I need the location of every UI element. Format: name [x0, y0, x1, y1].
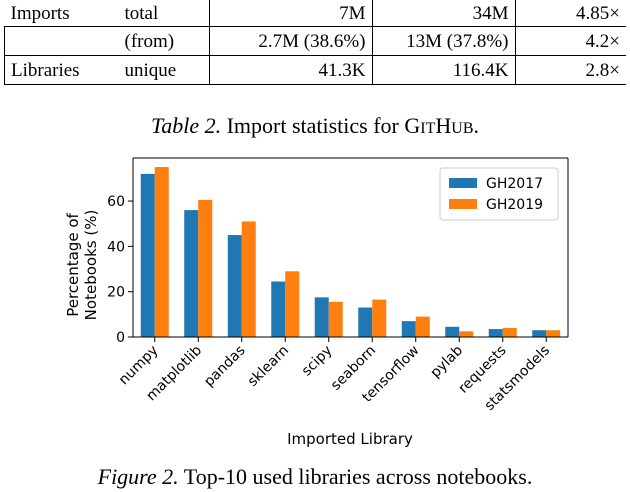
bar-gh2017-seaborn: [358, 307, 373, 337]
gh2017-cell: 2.7M (38.6%): [209, 26, 373, 56]
bar-gh2017-requests: [488, 329, 503, 337]
bar-gh2017-matplotlib: [184, 210, 199, 337]
bar-gh2019-sklearn: [285, 271, 300, 337]
gh2017-cell: 41.3K: [209, 55, 373, 85]
bar-gh2019-requests: [502, 327, 517, 337]
legend-label-gh2019: GH2019: [486, 197, 543, 213]
bar-gh2017-tensorflow: [401, 321, 416, 337]
table-caption-label: Table 2.: [150, 113, 222, 138]
table-row-libraries: Libraries unique 41.3K 116.4K 2.8×: [4, 55, 626, 85]
bar-gh2019-seaborn: [372, 299, 387, 337]
table-caption: Table 2. Import statistics for GITHUB.: [150, 113, 480, 138]
ratio-cell: 4.85×: [515, 0, 626, 27]
bar-gh2019-matplotlib: [198, 199, 213, 337]
bar-gh2017-pandas: [227, 235, 242, 337]
y-tick-label-60: 60: [107, 194, 125, 210]
ratio-cell: 2.8×: [515, 55, 626, 85]
bars-group: [140, 167, 561, 337]
gh2019-cell: 34M: [372, 0, 516, 27]
x-tick-label-sklearn: sklearn: [245, 343, 292, 390]
bar-gh2017-scipy: [314, 297, 329, 337]
bar-gh2019-numpy: [154, 167, 169, 337]
x-tick-label-pylab: pylab: [428, 342, 467, 381]
bar-gh2017-numpy: [140, 173, 155, 337]
gh2017-cell: 7M: [209, 0, 373, 27]
table-row-imports: Imports total 7M 34M 4.85×: [4, 0, 626, 27]
row-group-cell: Imports: [4, 0, 119, 27]
bar-gh2017-statsmodels: [532, 330, 547, 337]
gh2019-cell: 13M (37.8%): [372, 26, 516, 56]
y-tick-label-40: 40: [107, 239, 125, 255]
x-axis-label: Imported Library: [287, 430, 413, 448]
legend-label-gh2017: GH2017: [486, 176, 543, 192]
bar-gh2019-pylab: [459, 331, 474, 337]
gh2019-cell: 116.4K: [372, 55, 516, 85]
figure-caption: Figure 2. Top-10 used libraries across n…: [0, 464, 630, 490]
legend-swatch-gh2019: [449, 199, 477, 209]
import-stats-table: Imports total 7M 34M 4.85× (from) 2.7M (…: [4, 0, 626, 85]
legend-swatch-gh2017: [449, 178, 477, 188]
bar-gh2019-tensorflow: [415, 316, 430, 337]
row-metric-cell: total: [118, 0, 210, 27]
bar-gh2019-scipy: [328, 301, 343, 337]
bar-gh2019-pandas: [241, 221, 256, 337]
bar-gh2017-sklearn: [271, 281, 286, 337]
table-row-from: (from) 2.7M (38.6%) 13M (37.8%) 4.2×: [4, 26, 626, 56]
table-caption-name: GITHUB: [404, 113, 474, 138]
figure-caption-label: Figure 2.: [97, 464, 179, 489]
row-metric-cell: (from): [118, 26, 210, 56]
row-metric-cell: unique: [118, 55, 210, 85]
legend: GH2017 GH2019: [439, 167, 559, 221]
y-tick-label-0: 0: [116, 330, 125, 346]
x-tick-label-scipy: scipy: [299, 343, 336, 380]
y-axis-label-line1: Percentage of: [64, 212, 82, 316]
figure-caption-text: Top-10 used libraries across notebooks.: [183, 464, 533, 489]
table-caption-text: Import statistics for: [226, 113, 399, 138]
y-axis-label-line2: Notebooks (%): [82, 210, 100, 321]
row-group-cell: [4, 26, 119, 56]
bar-gh2019-statsmodels: [546, 330, 561, 337]
y-tick-label-20: 20: [107, 285, 125, 301]
x-tick-label-pandas: pandas: [201, 343, 248, 390]
ratio-cell: 4.2×: [515, 26, 626, 56]
row-group-cell: Libraries: [4, 55, 119, 85]
bar-gh2017-pylab: [445, 326, 460, 337]
